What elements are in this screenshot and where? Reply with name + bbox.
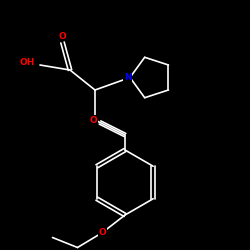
Text: O: O — [58, 32, 66, 41]
Text: N: N — [124, 73, 131, 82]
Text: OH: OH — [20, 58, 35, 67]
Text: O: O — [90, 116, 98, 125]
Text: O: O — [99, 228, 106, 237]
